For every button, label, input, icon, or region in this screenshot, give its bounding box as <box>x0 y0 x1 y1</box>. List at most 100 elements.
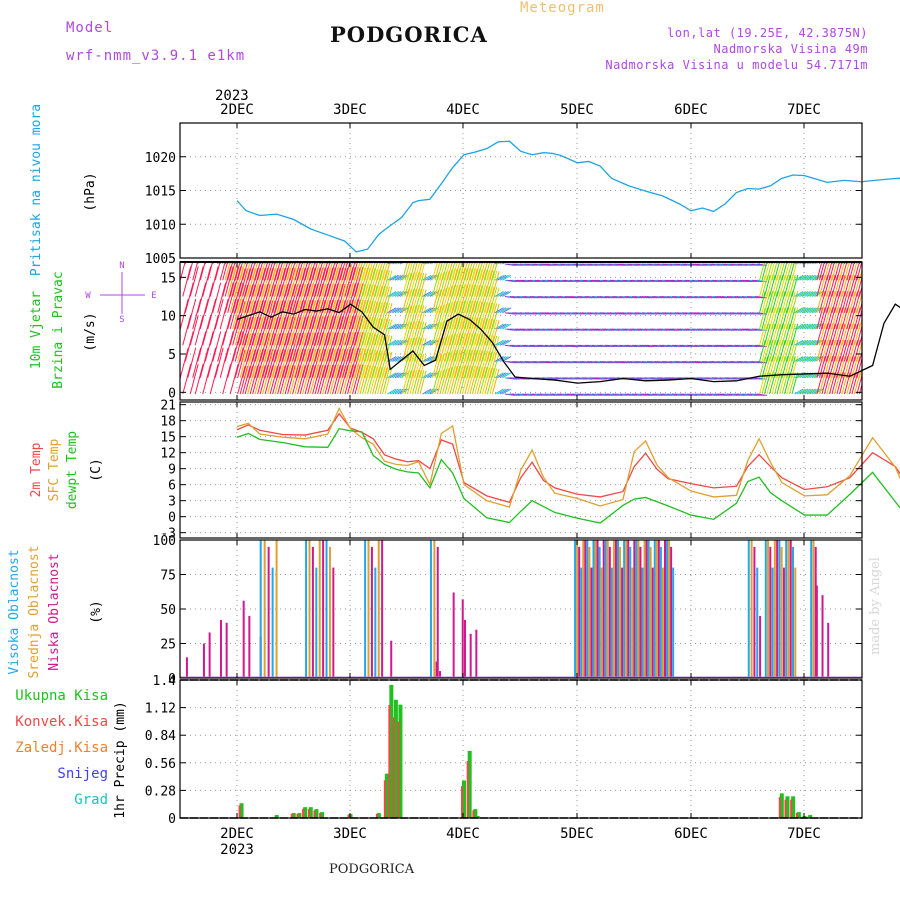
wind-barb <box>789 262 791 265</box>
wind-barb <box>224 262 231 281</box>
wind-barb <box>332 267 341 297</box>
wind-barb <box>816 274 824 297</box>
wind-barb <box>192 262 199 281</box>
wind-barb <box>779 339 786 362</box>
wind-barb <box>389 372 399 379</box>
wind-barb <box>441 368 450 395</box>
y-tick-label: 100 <box>153 534 176 549</box>
wind-barb <box>247 316 256 346</box>
wind-barb <box>192 347 202 378</box>
wind-barb <box>502 323 512 330</box>
wind-barb <box>422 323 432 330</box>
cloud-bar <box>606 540 609 678</box>
wind-barb <box>234 298 244 330</box>
wind-barb <box>394 262 400 265</box>
wind-barb <box>259 348 269 378</box>
compass-w: W <box>85 291 91 301</box>
wind-barb <box>372 334 381 362</box>
wind-barb <box>796 307 806 314</box>
cloud-bar <box>596 540 599 678</box>
wind-barb <box>382 302 390 330</box>
wind-barb <box>414 272 422 297</box>
wind-barb <box>841 262 844 265</box>
wind-barb <box>801 356 811 362</box>
wind-barb <box>314 262 317 265</box>
wind-barb <box>392 262 397 265</box>
cloud-bars <box>185 540 830 678</box>
wind-barb <box>379 286 388 313</box>
wind-barb <box>389 262 395 265</box>
wind-barb <box>789 339 796 362</box>
wind-barb <box>761 275 769 297</box>
cloud-bar <box>778 540 781 678</box>
wind-barb <box>409 272 417 297</box>
pressure-unit: (hPa) <box>83 172 98 211</box>
wind-barb <box>252 365 261 395</box>
wind-barb <box>476 269 486 297</box>
wind-barb <box>821 274 829 297</box>
wind-barb <box>484 318 493 346</box>
wind-barb <box>484 270 493 297</box>
y-tick-label: 5 <box>168 348 176 363</box>
wind-barb <box>319 283 329 313</box>
wind-barb <box>247 349 256 378</box>
wind-barb <box>846 307 854 330</box>
wind-barb <box>771 262 774 265</box>
wind-barb <box>444 334 453 362</box>
wind-barb <box>814 274 824 281</box>
precip-bar <box>473 809 478 818</box>
wind-barb <box>861 326 862 330</box>
wind-barb <box>424 307 434 314</box>
wind-barb <box>237 333 246 362</box>
wind-barb <box>776 339 784 362</box>
wind-barb <box>272 316 281 346</box>
wind-barb <box>828 291 836 313</box>
wind-barb <box>481 318 490 346</box>
wind-barb <box>357 267 366 297</box>
wind-barb <box>761 307 769 330</box>
wind-barb <box>379 269 388 297</box>
wind-barb <box>247 262 249 265</box>
wind-barb <box>796 262 802 265</box>
wind-barb <box>861 278 862 281</box>
wind-barb <box>379 262 386 281</box>
wind-barb <box>254 284 264 313</box>
precip-bar <box>297 813 302 818</box>
wind-barb <box>267 268 276 297</box>
wind-barb <box>299 348 309 378</box>
wind-barb <box>794 274 804 281</box>
wind-barb <box>851 339 859 362</box>
wind-barb <box>799 274 809 281</box>
wind-barb <box>456 262 459 265</box>
wind-barb <box>416 289 425 313</box>
wind-barb <box>193 283 201 313</box>
wind-barb <box>416 272 425 297</box>
wind-barb <box>352 315 361 346</box>
wind-barb <box>269 316 279 346</box>
wind-barb <box>821 339 829 362</box>
wind-barb <box>307 332 316 362</box>
wind-barb <box>190 331 198 361</box>
wind-barb <box>484 302 493 330</box>
wind-barb <box>387 388 397 395</box>
wind-barb <box>332 262 338 281</box>
wind-barb <box>474 317 483 346</box>
wind-barb <box>377 334 386 362</box>
wind-barb <box>364 268 374 297</box>
wind-barb <box>319 262 322 265</box>
cloud-bar <box>598 546 601 678</box>
wind-barb <box>456 333 466 362</box>
wind-barb <box>761 262 764 265</box>
wind-barb <box>354 332 364 362</box>
wind-barb <box>439 304 448 330</box>
wind-barb <box>831 323 839 346</box>
precip-conv-bar <box>461 786 463 818</box>
wind-barb <box>416 354 425 378</box>
wind-barb <box>377 367 386 395</box>
wind-barb <box>369 268 378 297</box>
wind-barb <box>252 316 261 346</box>
wind-barb <box>229 315 239 346</box>
wind-barb <box>781 339 789 362</box>
x-tick-label-bottom: 6DEC <box>674 826 708 842</box>
wind-barb <box>796 323 806 330</box>
